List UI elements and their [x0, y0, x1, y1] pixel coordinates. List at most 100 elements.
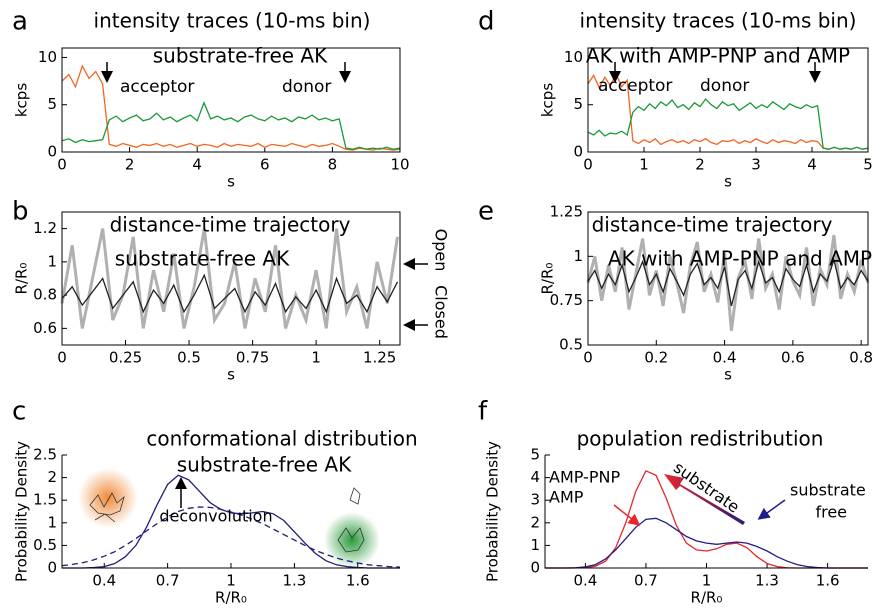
y-axis-label: kcps	[13, 83, 31, 117]
panel-title: intensity traces (10-ms bin)	[94, 9, 371, 33]
y-axis-label: kcps	[539, 83, 557, 117]
y-tick-label: 0.5	[559, 336, 583, 354]
y-tick-label: 0	[573, 143, 583, 161]
x-tick-label: 0	[583, 156, 593, 174]
annotation: AMP	[549, 488, 584, 507]
panel-subtitle: AK with AMP-PNP and AMP	[586, 44, 850, 68]
x-tick-label: 1	[639, 156, 649, 174]
x-tick-label: 6	[260, 156, 270, 174]
annotation: free	[815, 503, 847, 522]
panel-title: distance-time trajectory	[592, 213, 833, 237]
panel-label: f	[478, 397, 488, 427]
protein-open	[89, 492, 125, 523]
series-line	[587, 71, 869, 150]
series-line	[545, 517, 868, 569]
y-tick-label: 5	[47, 95, 57, 113]
x-axis-label: s	[724, 173, 732, 191]
y-axis-label: Probability Density	[484, 441, 502, 582]
x-tick-label: 0.4	[92, 572, 116, 590]
panel-title: population redistribution	[577, 427, 824, 451]
y-tick-label: 1	[530, 536, 540, 554]
x-tick-label: 0.6	[781, 349, 805, 367]
protein-closed	[337, 487, 365, 553]
annotation: Open	[432, 229, 451, 272]
panel-label: b	[12, 197, 29, 227]
annotation: substrate	[790, 481, 866, 500]
gradient-arrow	[664, 474, 745, 525]
y-tick-label: 0.8	[33, 286, 57, 304]
x-axis-label: R/R₀	[215, 589, 247, 607]
y-tick-label: 2	[530, 513, 540, 531]
y-tick-label: 0.5	[33, 536, 57, 554]
panel-title: distance-time trajectory	[110, 213, 351, 237]
y-tick-label: 1.2	[33, 219, 57, 237]
x-tick-label: 8	[328, 156, 338, 174]
x-tick-label: 0	[57, 349, 67, 367]
x-tick-label: 0.4	[573, 572, 597, 590]
annotation: Closed	[432, 285, 451, 339]
x-tick-label: 0.2	[644, 349, 668, 367]
x-tick-label: 1	[702, 572, 712, 590]
x-tick-label: 1.3	[755, 572, 779, 590]
y-tick-label: 0	[47, 143, 57, 161]
series-line	[61, 506, 401, 568]
arrow	[613, 504, 641, 526]
y-axis-label: R/R₀	[13, 263, 31, 295]
x-tick-label: 3	[751, 156, 761, 174]
x-tick-label: 0	[583, 349, 593, 367]
x-tick-label: 0.7	[634, 572, 658, 590]
x-tick-label: 1.6	[346, 572, 370, 590]
x-tick-label: 0.4	[713, 349, 737, 367]
series-line	[587, 98, 869, 150]
series-line	[62, 474, 400, 569]
x-tick-label: 1	[226, 572, 236, 590]
x-axis-label: s	[227, 366, 235, 384]
axes	[61, 455, 400, 569]
panel-label: e	[478, 197, 494, 227]
y-tick-label: 0	[530, 559, 540, 577]
x-axis-label: s	[227, 173, 235, 191]
series-line	[587, 257, 869, 307]
annotation: AMP-PNP	[549, 468, 620, 487]
x-tick-label: 0.75	[236, 349, 269, 367]
y-tick-label: 5	[573, 95, 583, 113]
axes-box	[61, 211, 401, 346]
x-tick-label: 1.25	[363, 349, 396, 367]
x-tick-label: 0.5	[177, 349, 201, 367]
panel-label: a	[12, 7, 28, 37]
panel-subtitle: AK with AMP-PNP and AMP	[608, 247, 872, 271]
x-tick-label: 0.7	[156, 572, 180, 590]
series-line	[61, 64, 401, 151]
y-tick-label: 3	[530, 491, 540, 509]
x-tick-label: 4	[807, 156, 817, 174]
axes-box	[61, 47, 401, 153]
y-tick-label: 10	[564, 48, 583, 66]
y-tick-label: 0.75	[550, 291, 583, 309]
panel-label: d	[478, 7, 495, 37]
y-tick-label: 1	[573, 247, 583, 265]
arrow	[757, 499, 786, 520]
protein-open-glow	[78, 468, 138, 528]
series-label: donor	[282, 77, 331, 97]
panel-subtitle: substrate-free AK	[177, 453, 352, 477]
y-tick-label: 1.25	[550, 203, 583, 221]
y-tick-label: 4	[530, 468, 540, 486]
x-tick-label: 1.6	[816, 572, 840, 590]
x-tick-label: 5	[863, 156, 873, 174]
panel-subtitle: substrate-free AK	[115, 247, 290, 271]
y-tick-label: 0.6	[33, 319, 57, 337]
annotation: substrate	[670, 458, 743, 517]
series-label: acceptor	[598, 76, 672, 96]
protein-closed-glow	[324, 512, 380, 568]
y-tick-label: 2.5	[33, 446, 57, 464]
y-tick-label: 5	[530, 446, 540, 464]
x-tick-label: 10	[390, 156, 409, 174]
y-tick-label: 10	[38, 48, 57, 66]
x-tick-label: 4	[192, 156, 202, 174]
x-tick-label: 1	[311, 349, 321, 367]
axes-box	[587, 47, 869, 153]
y-axis-label: R/R₀	[539, 263, 557, 295]
x-tick-label: 2	[125, 156, 135, 174]
y-axis-label: Probability Density	[13, 441, 31, 582]
